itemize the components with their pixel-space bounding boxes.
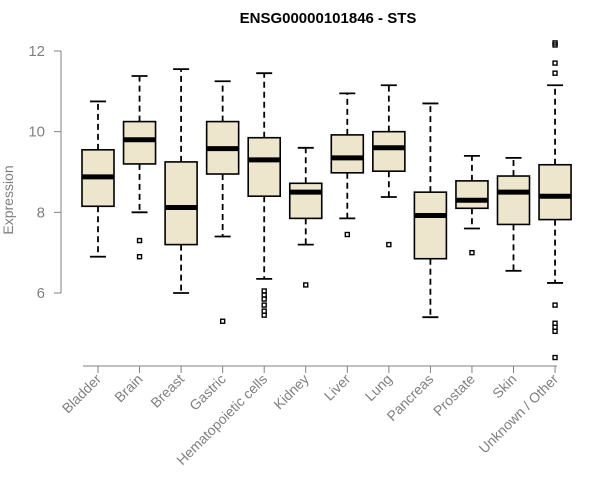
box-series [81,40,572,361]
outlier-point [386,241,392,248]
x-tick-label: Lung [362,371,395,404]
x-tick-label: Skin [489,371,520,402]
box-group [330,92,365,238]
outlier-point [469,249,475,256]
outlier-point [552,60,558,66]
box-group [122,75,157,260]
outlier-point [344,231,350,238]
box-iqr [247,136,281,197]
outlier-point [136,237,143,244]
x-tick-label: Unknown / Other [476,371,562,457]
outlier-point [261,296,267,302]
box-iqr [330,134,365,174]
outlier-point [219,318,226,324]
box-iqr [455,180,489,210]
chart-title: ENSG00000101846 - STS [240,10,417,27]
y-axis-label: Expression [0,165,16,234]
outlier-point [136,253,143,260]
box-iqr [372,130,406,172]
x-tick-label: Bladder [59,371,105,417]
outlier-point [261,302,267,308]
x-tick-label: Prostate [430,371,478,419]
box-group [164,68,198,294]
box-group [455,154,489,256]
x-tick-label: Kidney [270,371,312,413]
y-tick-label-6: 6 [37,285,45,302]
x-tick-label: Liver [321,371,354,404]
box-group [538,40,572,361]
box-iqr [496,175,531,226]
box-group [372,84,406,248]
box-group [496,156,531,272]
outlier-point [303,282,309,288]
y-tick-label-12: 12 [28,43,45,60]
box-iqr [413,191,448,260]
box-group [81,100,115,258]
outlier-point [261,312,267,318]
box-group [247,72,281,318]
box-group [205,80,240,324]
box-iqr [122,120,157,165]
outlier-point [552,70,558,76]
x-tick-label: Breast [147,371,187,411]
y-tick-label-10: 10 [28,124,45,141]
y-ticks: 6 8 10 12 [28,43,61,302]
box-iqr [288,182,323,220]
outlier-point [552,328,558,335]
y-tick-label-8: 8 [37,204,45,221]
box-iqr [538,163,572,221]
box-group [413,102,448,319]
box-iqr [164,161,198,246]
outlier-point [552,354,558,361]
x-tick-label: Brain [111,371,145,405]
outlier-point [552,302,558,308]
box-group [288,146,323,288]
outlier-point [552,42,558,48]
